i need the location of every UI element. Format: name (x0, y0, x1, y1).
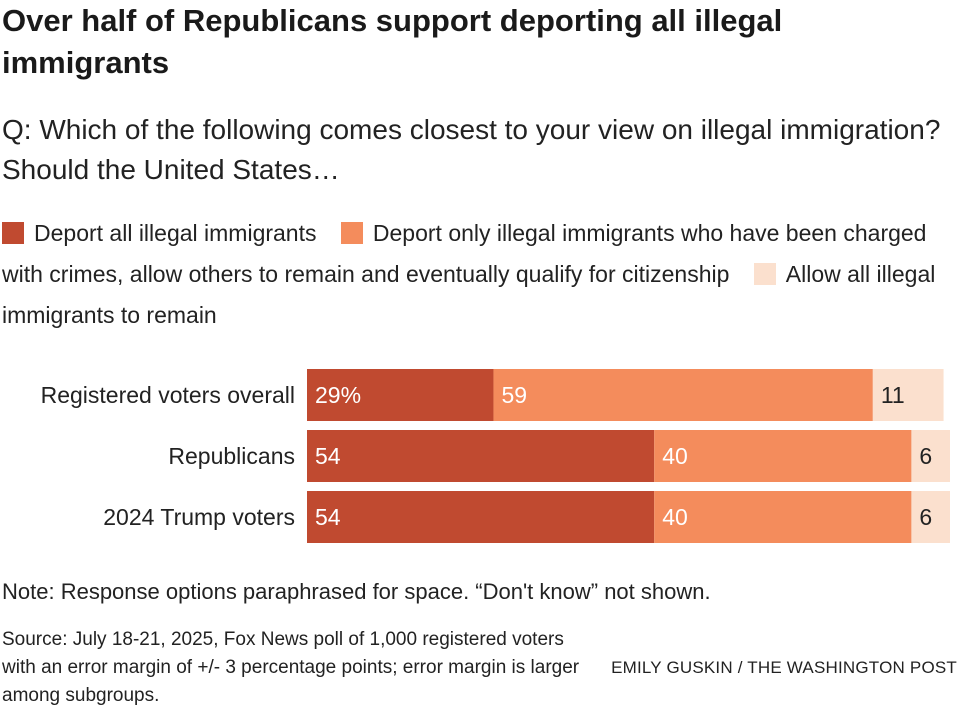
data-label-allow-all-republicans: 6 (919, 443, 932, 469)
data-label-deport-all-2024-trump-voters: 54 (315, 504, 341, 530)
legend-label-deport-all: Deport all illegal immigrants (34, 220, 317, 246)
bar-deport-all-2024-trump-voters (307, 491, 655, 543)
data-label-allow-all-2024-trump-voters: 6 (919, 504, 932, 530)
bar-deport-all-republicans (307, 430, 655, 482)
data-label-deport-all-registered-voters-overall: 29% (315, 382, 361, 408)
chart-source: Source: July 18-21, 2025, Fox News poll … (2, 629, 580, 706)
bar-deport-criminals-republicans (654, 430, 912, 482)
legend-item-allow-all: Allow all illegal immigrants to remain (2, 261, 935, 328)
data-label-deport-criminals-2024-trump-voters: 40 (662, 504, 688, 530)
bar-deport-criminals-registered-voters-overall (493, 369, 873, 421)
legend-label-allow-all: Allow all illegal immigrants to remain (2, 261, 936, 328)
chart-note: Note: Response options paraphrased for s… (2, 579, 711, 604)
bar-allow-all-republicans (911, 430, 950, 482)
data-label-allow-all-registered-voters-overall: 11 (881, 382, 905, 408)
bar-allow-all-2024-trump-voters (911, 491, 950, 543)
stacked-bar-chart: Registered voters overall 29% 59 11 Republic… (41, 369, 950, 543)
data-label-deport-criminals-registered-voters-overall: 59 (501, 382, 527, 408)
legend-swatch-deport-all (2, 222, 24, 244)
chart-credit: EMILY GUSKIN / THE WASHINGTON POST (611, 658, 957, 677)
legend-swatch-allow-all (753, 263, 776, 285)
category-label-registered-voters-overall: Registered voters overall (41, 382, 295, 408)
data-label-deport-criminals-republicans: 40 (662, 443, 688, 469)
bar-allow-all-registered-voters-overall (872, 369, 944, 421)
legend-label-deport-criminals: Deport only illegal immigrants who have … (2, 220, 927, 287)
legend-item-deport-criminals: Deport only illegal immigrants who have … (2, 220, 926, 287)
legend-item-deport-all: Deport all illegal immigrants (2, 220, 317, 246)
bar-deport-all-registered-voters-overall (307, 369, 494, 421)
data-label-deport-all-republicans: 54 (315, 443, 341, 469)
survey-question: Q: Which of the following comes closest … (2, 114, 941, 185)
chart-title: Over half of Republicans support deporti… (2, 3, 783, 80)
bar-deport-criminals-2024-trump-voters (654, 491, 912, 543)
legend: Deport all illegal immigrants Deport onl… (2, 213, 952, 336)
category-label-2024-trump-voters: 2024 Trump voters (103, 504, 295, 530)
category-label-republicans: Republicans (168, 443, 295, 469)
legend-swatch-deport-criminals (340, 222, 363, 244)
